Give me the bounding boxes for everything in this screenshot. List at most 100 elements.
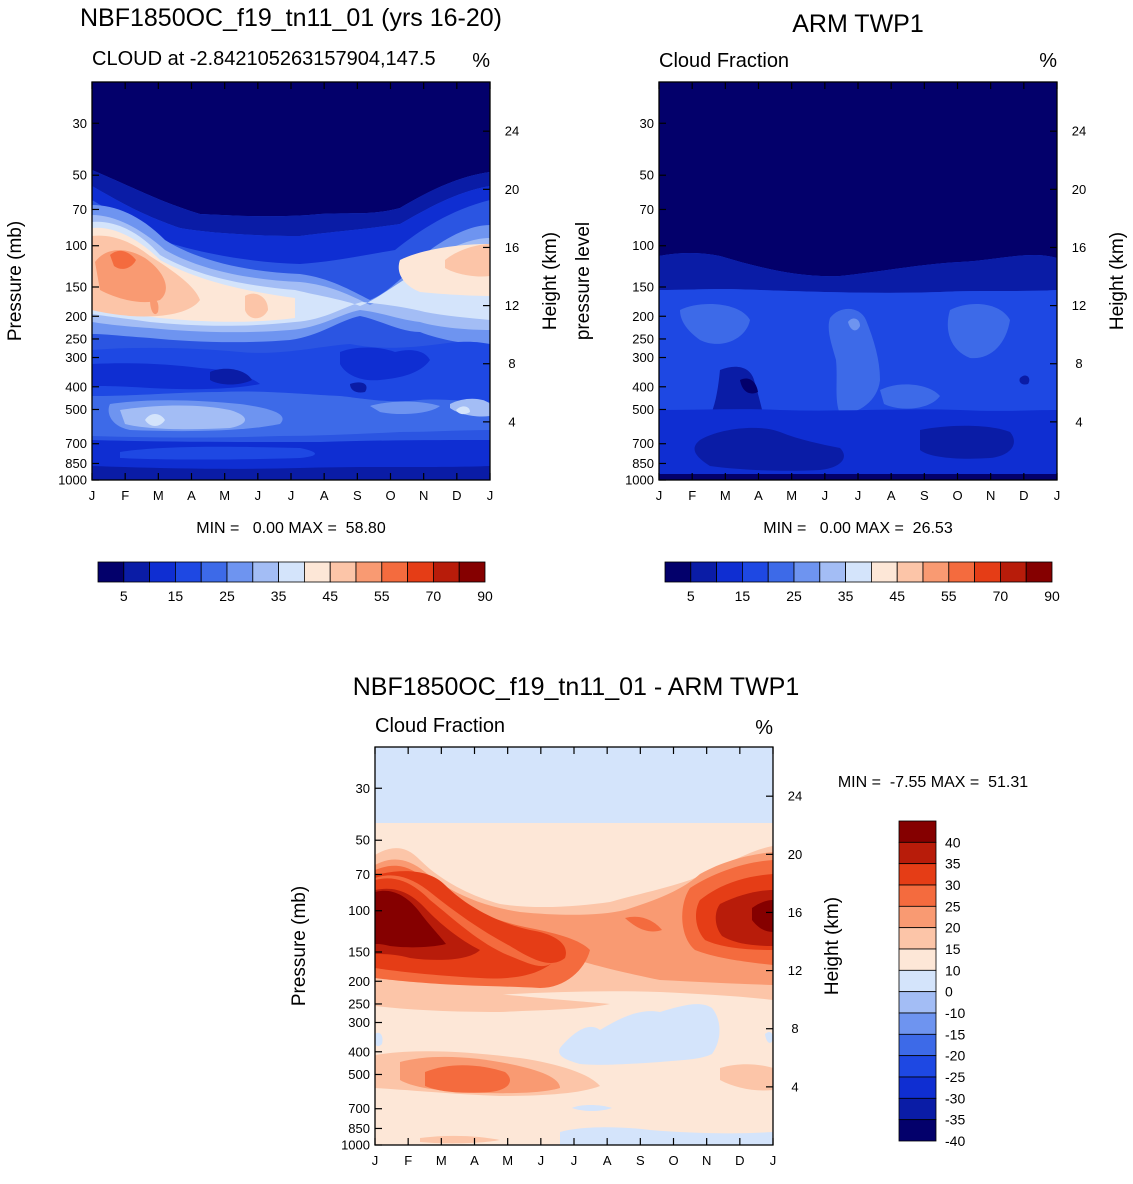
pressure-tick-label: 250	[632, 331, 654, 346]
month-tick-label: O	[668, 1153, 678, 1168]
colorbar-label: -40	[945, 1133, 965, 1149]
month-tick-label: M	[436, 1153, 447, 1168]
colorbar-swatch	[898, 863, 937, 886]
pressure-tick-label: 30	[356, 781, 370, 796]
pressure-tick-label: 850	[65, 456, 87, 471]
colorbar-label: 40	[945, 834, 961, 850]
height-tick-label: 12	[1072, 298, 1086, 313]
panel-model-subtitle: CLOUD at -2.842105263157904,147.5	[92, 48, 436, 70]
colorbar-label: 20	[945, 920, 961, 936]
colorbar-label: 15	[945, 941, 961, 957]
panel-diff-ylabel: Pressure (mb)	[289, 886, 310, 1006]
month-tick-label: J	[1054, 488, 1061, 503]
month-tick-label: F	[688, 488, 696, 503]
colorbar-swatch	[329, 561, 357, 583]
colorbar-swatch	[898, 1119, 937, 1142]
colorbar-label: 25	[219, 588, 235, 604]
colorbar-label: 0	[945, 984, 953, 1000]
panel-diff-height-ticks: 24 20 16 12 8 4	[766, 789, 802, 1094]
height-tick-label: 4	[791, 1079, 798, 1094]
month-tick-label: J	[288, 488, 295, 503]
pressure-tick-label: 30	[73, 116, 87, 131]
colorbar-swatch	[898, 1055, 937, 1078]
colorbar-swatch	[381, 561, 408, 583]
colorbar-label: 55	[941, 588, 957, 604]
month-tick-label: J	[571, 1153, 578, 1168]
height-tick-label: 24	[1072, 124, 1086, 139]
pressure-tick-label: 400	[348, 1044, 370, 1059]
panel-obs-ylabel-right: Height (km)	[1107, 232, 1128, 330]
panel-model-title: NBF1850OC_f19_tn11_01 (yrs 16-20)	[80, 4, 502, 32]
height-tick-label: 20	[505, 182, 519, 197]
month-tick-label: A	[320, 488, 329, 503]
colorbar-label: -10	[945, 1005, 965, 1021]
panel-diff-subtitle: Cloud Fraction	[375, 715, 505, 737]
month-tick-label: A	[754, 488, 763, 503]
colorbar-swatch	[898, 927, 937, 950]
month-tick-label: O	[385, 488, 395, 503]
colorbar-swatch	[819, 561, 846, 583]
panel-diff-title: NBF1850OC_f19_tn11_01 - ARM TWP1	[353, 673, 800, 701]
pressure-tick-label: 400	[632, 379, 654, 394]
month-tick-label: J	[855, 488, 862, 503]
colorbar-label: 10	[945, 962, 961, 978]
pressure-tick-label: 200	[348, 974, 370, 989]
colorbar-swatch	[974, 561, 1001, 583]
colorbar-swatch	[149, 561, 176, 583]
pressure-tick-label: 700	[65, 436, 87, 451]
panel-model-ylabel-right: Height (km)	[540, 232, 561, 330]
colorbar-label: -20	[945, 1048, 965, 1064]
height-tick-label: 16	[1072, 240, 1086, 255]
pressure-tick-label: 200	[632, 309, 654, 324]
colorbar-label: 35	[271, 588, 287, 604]
height-tick-label: 16	[788, 905, 802, 920]
colorbar-label: 70	[426, 588, 442, 604]
colorbar-swatch	[278, 561, 305, 583]
panel-model-units: %	[472, 50, 490, 72]
height-tick-label: 20	[1072, 182, 1086, 197]
height-tick-label: 24	[505, 124, 519, 139]
colorbar-swatch	[458, 561, 486, 583]
colorbar-swatch	[664, 561, 692, 583]
panel-model-height-ticks: 24 20 16 12 8 4	[483, 124, 519, 429]
pressure-tick-label: 70	[356, 867, 370, 882]
colorbar-swatch	[871, 561, 898, 583]
panel-model-pressure-ticks: 30 50 70 100 150 200 250 300 400 500 700 850 1000	[58, 116, 99, 488]
colorbar-swatch	[1025, 561, 1053, 583]
panel-model-colorbar: 5 15 25 35 45 55 70 90	[97, 561, 493, 604]
colorbar-label: -25	[945, 1069, 965, 1085]
pressure-tick-label: 150	[632, 279, 654, 294]
colorbar-label: 45	[322, 588, 338, 604]
pressure-tick-label: 100	[632, 238, 654, 253]
colorbar-swatch	[898, 1076, 937, 1099]
height-tick-label: 4	[1075, 414, 1082, 429]
colorbar-swatch	[845, 561, 872, 583]
colorbar-swatch	[896, 561, 924, 583]
pressure-tick-label: 200	[65, 309, 87, 324]
pressure-tick-label: 700	[632, 436, 654, 451]
colorbar-swatch	[252, 561, 280, 583]
month-tick-label: M	[786, 488, 797, 503]
pressure-tick-label: 50	[73, 168, 87, 183]
month-tick-label: D	[452, 488, 461, 503]
height-tick-label: 12	[505, 298, 519, 313]
month-tick-label: A	[470, 1153, 479, 1168]
colorbar-label: 35	[945, 856, 961, 872]
month-tick-label: N	[702, 1153, 711, 1168]
month-tick-label: A	[887, 488, 896, 503]
pressure-tick-label: 500	[65, 402, 87, 417]
panel-obs-height-ticks: 24 20 16 12 8 4	[1050, 124, 1086, 429]
panel-obs-title: ARM TWP1	[792, 10, 924, 38]
panel-obs-minmax: MIN = 0.00 MAX = 26.53	[763, 520, 953, 537]
colorbar-swatch	[898, 884, 937, 907]
colorbar-label: 5	[120, 588, 128, 604]
colorbar-label: 55	[374, 588, 390, 604]
pressure-tick-label: 150	[65, 279, 87, 294]
panel-obs: ARM TWP1 Cloud Fraction % 30 50 70 100 150 20…	[573, 10, 1128, 604]
colorbar-label: 35	[838, 588, 854, 604]
colorbar-swatch	[898, 969, 937, 993]
